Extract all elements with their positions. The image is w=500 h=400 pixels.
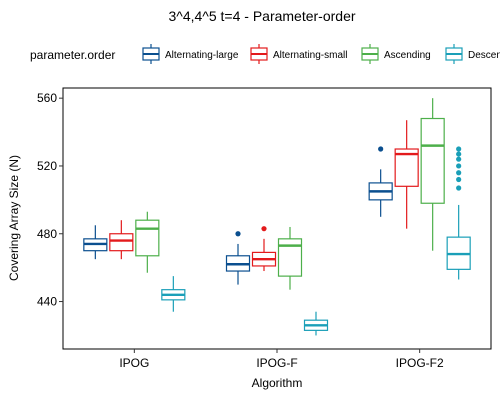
legend-label: Alternating-large (165, 50, 239, 61)
y-tick-label: 560 (37, 91, 57, 105)
legend-label: Alternating-small (273, 50, 347, 61)
plot-area (62, 87, 492, 350)
chart-title: 3^4,4^5 t=4 - Parameter-order (168, 8, 355, 24)
series-ascending (135, 98, 445, 290)
legend-item: Ascending (361, 44, 431, 64)
legend-title: parameter.order (30, 48, 115, 62)
x-axis-title: Algorithm (252, 376, 303, 390)
outlier-point (456, 156, 462, 162)
legend-key (361, 44, 379, 64)
legend-key (445, 44, 463, 64)
outlier-point (456, 170, 462, 176)
outlier-point (235, 231, 241, 237)
x-axis: IPOG IPOG-F IPOG-F2 (119, 349, 444, 370)
y-axis-title: Covering Array Size (N) (7, 155, 21, 281)
outlier-point (378, 146, 384, 152)
outlier-point (261, 226, 267, 232)
box (420, 117, 445, 204)
outlier-point (456, 151, 462, 157)
legend-label: Ascending (384, 50, 431, 61)
x-tick-label: IPOG-F2 (396, 356, 444, 370)
box (277, 238, 303, 277)
series-descending (161, 146, 471, 336)
legend-key (142, 44, 160, 64)
y-tick-label: 440 (37, 295, 57, 309)
y-tick-label: 520 (37, 159, 57, 173)
y-axis: 440 480 520 560 (37, 91, 63, 309)
outlier-point (456, 146, 462, 152)
legend: parameter.order Alternating-large Alterna… (30, 44, 500, 64)
legend-item: Alternating-large (142, 44, 239, 64)
box (394, 148, 419, 187)
y-tick-label: 480 (37, 227, 57, 241)
series-alternating-small (109, 120, 419, 272)
outlier-point (456, 176, 462, 183)
series-alternating-large (83, 146, 393, 285)
x-tick-label: IPOG (119, 356, 149, 370)
box (135, 219, 160, 257)
legend-item: Alternating-small (250, 44, 347, 64)
legend-item: Descending (445, 44, 500, 64)
x-tick-label: IPOG-F (256, 356, 297, 370)
box (109, 233, 134, 252)
outlier-point (456, 185, 462, 191)
outlier-point (456, 163, 462, 169)
legend-key (250, 44, 268, 64)
legend-label: Descending (468, 50, 500, 61)
